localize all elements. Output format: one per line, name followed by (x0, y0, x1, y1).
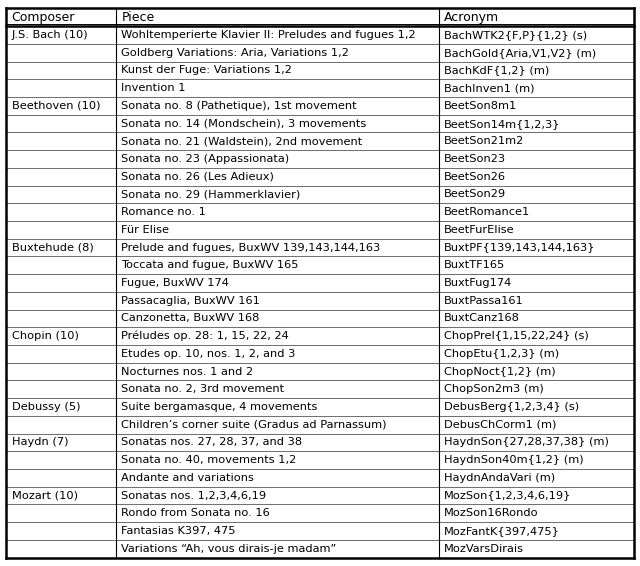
Text: Romance no. 1: Romance no. 1 (122, 207, 206, 217)
Text: DebusBerg{1,2,3,4} (s): DebusBerg{1,2,3,4} (s) (444, 402, 579, 412)
Text: Sonata no. 40, movements 1,2: Sonata no. 40, movements 1,2 (122, 455, 296, 465)
Text: Piece: Piece (122, 11, 154, 24)
Text: BuxtCanz168: BuxtCanz168 (444, 314, 520, 323)
Text: J.S. Bach (10): J.S. Bach (10) (12, 30, 88, 40)
Text: Chopin (10): Chopin (10) (12, 331, 78, 341)
Text: Etudes op. 10, nos. 1, 2, and 3: Etudes op. 10, nos. 1, 2, and 3 (122, 349, 296, 359)
Text: MozFantK{397,475}: MozFantK{397,475} (444, 526, 560, 536)
Text: BeetSon8m1: BeetSon8m1 (444, 101, 518, 111)
Text: Sonata no. 23 (Appassionata): Sonata no. 23 (Appassionata) (122, 154, 289, 164)
Text: Fugue, BuxWV 174: Fugue, BuxWV 174 (122, 278, 229, 288)
Text: Prelude and fugues, BuxWV 139,143,144,163: Prelude and fugues, BuxWV 139,143,144,16… (122, 243, 381, 252)
Text: Canzonetta, BuxWV 168: Canzonetta, BuxWV 168 (122, 314, 260, 323)
Text: Andante and variations: Andante and variations (122, 473, 254, 483)
Text: HaydnSon{27,28,37,38} (m): HaydnSon{27,28,37,38} (m) (444, 438, 609, 447)
Text: BeetSon14m{1,2,3}: BeetSon14m{1,2,3} (444, 119, 561, 128)
Text: MozVarsDirais: MozVarsDirais (444, 544, 524, 554)
Text: Mozart (10): Mozart (10) (12, 491, 77, 500)
Text: Suite bergamasque, 4 movements: Suite bergamasque, 4 movements (122, 402, 317, 412)
Text: MozSon16Rondo: MozSon16Rondo (444, 508, 539, 518)
Text: BachGold{Aria,V1,V2} (m): BachGold{Aria,V1,V2} (m) (444, 48, 596, 58)
Text: Sonata no. 14 (Mondschein), 3 movements: Sonata no. 14 (Mondschein), 3 movements (122, 119, 367, 128)
Text: Composer: Composer (12, 11, 75, 24)
Text: BuxtFug174: BuxtFug174 (444, 278, 513, 288)
Text: Für Elise: Für Elise (122, 225, 169, 235)
Text: Nocturnes nos. 1 and 2: Nocturnes nos. 1 and 2 (122, 367, 253, 376)
Text: Sonata no. 26 (Les Adieux): Sonata no. 26 (Les Adieux) (122, 171, 274, 182)
Text: BeetSon23: BeetSon23 (444, 154, 506, 164)
Text: Préludes op. 28: 1, 15, 22, 24: Préludes op. 28: 1, 15, 22, 24 (122, 331, 289, 341)
Text: Wohltemperierte Klavier II: Preludes and fugues 1,2: Wohltemperierte Klavier II: Preludes and… (122, 30, 416, 40)
Text: HaydnSon40m{1,2} (m): HaydnSon40m{1,2} (m) (444, 455, 584, 465)
Text: Sonata no. 21 (Waldstein), 2nd movement: Sonata no. 21 (Waldstein), 2nd movement (122, 136, 362, 147)
Text: Sonata no. 29 (Hammerklavier): Sonata no. 29 (Hammerklavier) (122, 190, 301, 199)
Text: Sonatas nos. 1,2,3,4,6,19: Sonatas nos. 1,2,3,4,6,19 (122, 491, 266, 500)
Text: BeetSon29: BeetSon29 (444, 190, 506, 199)
Text: Fantasias K397, 475: Fantasias K397, 475 (122, 526, 236, 536)
Text: BachWTK2{F,P}{1,2} (s): BachWTK2{F,P}{1,2} (s) (444, 30, 588, 40)
Text: ChopNoct{1,2} (m): ChopNoct{1,2} (m) (444, 367, 556, 376)
Text: Sonata no. 2, 3rd movement: Sonata no. 2, 3rd movement (122, 384, 284, 395)
Text: DebusChCorm1 (m): DebusChCorm1 (m) (444, 419, 557, 430)
Text: Variations “Ah, vous dirais-je madam”: Variations “Ah, vous dirais-je madam” (122, 544, 337, 554)
Text: BeetSon21m2: BeetSon21m2 (444, 136, 525, 147)
Text: BeetSon26: BeetSon26 (444, 171, 506, 182)
Text: Buxtehude (8): Buxtehude (8) (12, 243, 93, 252)
Text: ChopEtu{1,2,3} (m): ChopEtu{1,2,3} (m) (444, 349, 559, 359)
Text: BuxtTF165: BuxtTF165 (444, 260, 506, 271)
Text: Passacaglia, BuxWV 161: Passacaglia, BuxWV 161 (122, 295, 260, 306)
Text: Rondo from Sonata no. 16: Rondo from Sonata no. 16 (122, 508, 270, 518)
Text: Acronym: Acronym (444, 11, 499, 24)
Text: ChopPrel{1,15,22,24} (s): ChopPrel{1,15,22,24} (s) (444, 331, 589, 341)
Text: BeetRomance1: BeetRomance1 (444, 207, 531, 217)
Text: ChopSon2m3 (m): ChopSon2m3 (m) (444, 384, 544, 395)
Text: Invention 1: Invention 1 (122, 83, 186, 93)
Text: Haydn (7): Haydn (7) (12, 438, 68, 447)
Text: Sonatas nos. 27, 28, 37, and 38: Sonatas nos. 27, 28, 37, and 38 (122, 438, 303, 447)
Text: BachKdF{1,2} (m): BachKdF{1,2} (m) (444, 66, 550, 75)
Text: BeetFurElise: BeetFurElise (444, 225, 515, 235)
Text: MozSon{1,2,3,4,6,19}: MozSon{1,2,3,4,6,19} (444, 491, 572, 500)
Text: Sonata no. 8 (Pathetique), 1st movement: Sonata no. 8 (Pathetique), 1st movement (122, 101, 357, 111)
Text: BuxtPassa161: BuxtPassa161 (444, 295, 524, 306)
Text: Debussy (5): Debussy (5) (12, 402, 80, 412)
Text: Toccata and fugue, BuxWV 165: Toccata and fugue, BuxWV 165 (122, 260, 299, 271)
Text: BuxtPF{139,143,144,163}: BuxtPF{139,143,144,163} (444, 243, 596, 252)
Text: Children’s corner suite (Gradus ad Parnassum): Children’s corner suite (Gradus ad Parna… (122, 419, 387, 430)
Text: HaydnAndaVari (m): HaydnAndaVari (m) (444, 473, 556, 483)
Text: Kunst der Fuge: Variations 1,2: Kunst der Fuge: Variations 1,2 (122, 66, 292, 75)
Text: Beethoven (10): Beethoven (10) (12, 101, 100, 111)
Text: BachInven1 (m): BachInven1 (m) (444, 83, 535, 93)
Text: Goldberg Variations: Aria, Variations 1,2: Goldberg Variations: Aria, Variations 1,… (122, 48, 349, 58)
